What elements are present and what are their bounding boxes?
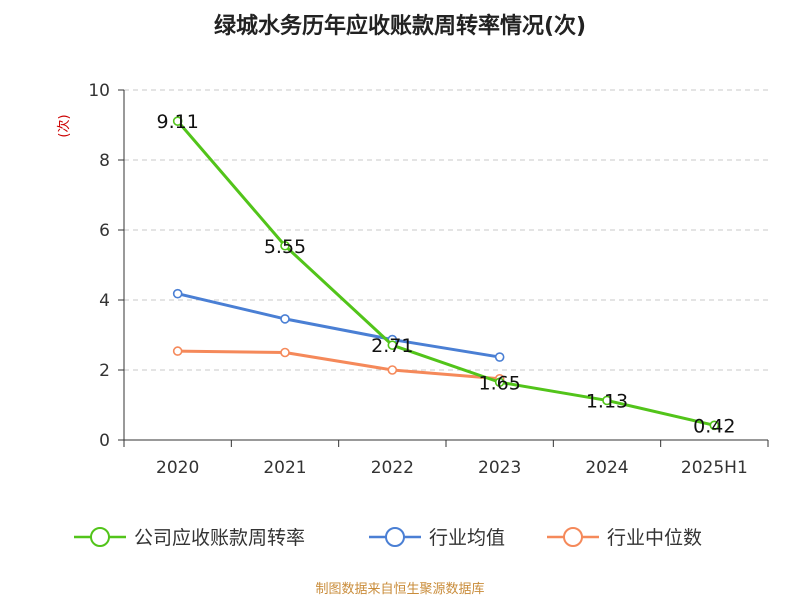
legend-swatch-marker (385, 527, 405, 547)
data-point (172, 346, 183, 356)
series-line-1 (177, 292, 500, 359)
source-note: 制图数据来自恒生聚源数据库 (315, 582, 485, 597)
legend: 公司应收账款周转率 行业均值 行业中位数 (74, 527, 702, 549)
y-tick-label: 8 (99, 151, 110, 171)
y-axis-unit-label: (次) (56, 114, 72, 137)
y-tick-label: 4 (99, 291, 110, 311)
x-tick-label: 2024 (585, 458, 628, 478)
x-tick-label: 2023 (478, 458, 521, 478)
y-tick-label: 2 (99, 361, 110, 381)
series-line-0 (176, 120, 715, 427)
data-point (387, 340, 398, 350)
data-label: 2.71 (371, 335, 413, 357)
x-tick-label: 2025H1 (681, 458, 748, 478)
data-point (494, 377, 505, 388)
data-point (280, 240, 290, 251)
data-point (172, 116, 183, 126)
y-tick-label: 0 (99, 431, 110, 451)
chart-title: 绿城水务历年应收账款周转率情况(次) (213, 14, 587, 39)
y-tick-label: 10 (88, 81, 110, 101)
legend-swatch-marker (563, 527, 583, 547)
data-point (280, 347, 290, 358)
data-point (709, 420, 720, 431)
data-point (602, 395, 612, 406)
data-point (280, 314, 290, 324)
axes: 0 2 4 6 8 10 2020 2021 2022 2023 2024 2025H1 (88, 81, 769, 478)
legend-entry[interactable]: 公司应收账款周转率 (134, 527, 305, 549)
data-label: 1.65 (479, 372, 521, 394)
data-labels: 9.11 5.55 2.71 1.65 1.13 0.42 (157, 111, 736, 437)
data-label: 1.13 (586, 390, 628, 412)
data-label: 5.55 (264, 236, 306, 258)
legend-entry[interactable]: 行业中位数 (607, 527, 702, 549)
y-tick-label: 6 (99, 221, 110, 241)
data-label: 9.11 (157, 111, 199, 133)
legend-swatch-marker (90, 527, 110, 547)
data-point (387, 365, 398, 375)
x-tick-label: 2022 (371, 458, 414, 478)
grid-lines (124, 89, 768, 371)
data-point (494, 352, 505, 362)
x-tick-label: 2020 (156, 458, 199, 478)
data-label: 0.42 (693, 415, 735, 437)
series-lines (172, 116, 720, 431)
data-point (172, 288, 183, 299)
x-tick-label: 2021 (263, 458, 306, 478)
legend-entry[interactable]: 行业均值 (429, 527, 505, 549)
series-line-2 (177, 349, 500, 381)
